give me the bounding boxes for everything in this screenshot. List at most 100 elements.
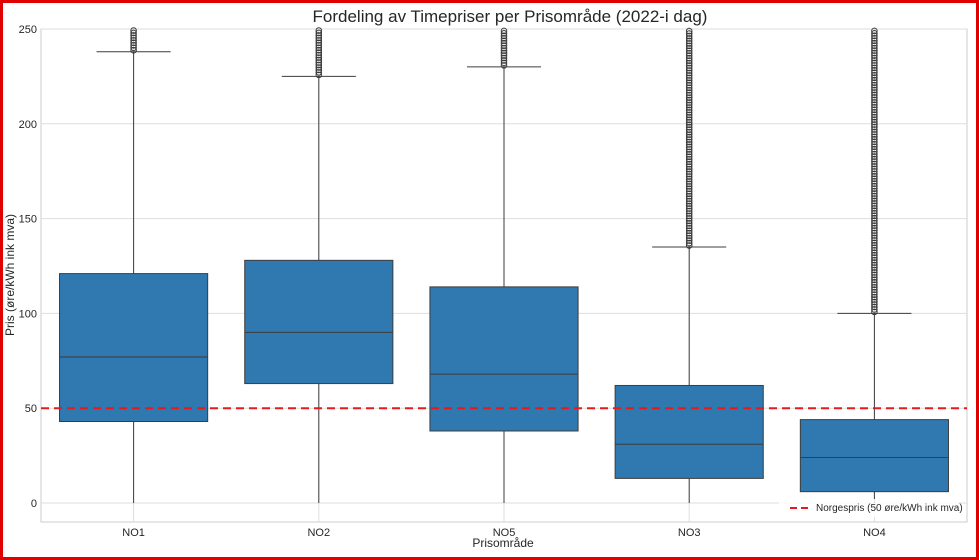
outlier-point <box>130 29 137 37</box>
outlier-point <box>871 158 878 165</box>
outlier-point <box>685 207 693 215</box>
outlier-point <box>871 259 878 266</box>
outlier-point <box>315 61 323 69</box>
outlier-point <box>871 99 878 106</box>
outlier-point <box>685 185 693 193</box>
outlier-point <box>685 165 693 173</box>
outlier-point <box>871 306 878 313</box>
outlier-point <box>871 217 878 225</box>
outlier-point <box>685 101 693 109</box>
outlier-point <box>871 202 878 210</box>
outlier-point <box>685 205 693 212</box>
outlier-point <box>685 210 693 217</box>
outlier-point <box>685 54 693 62</box>
outlier-point <box>871 170 878 178</box>
outlier-point <box>871 67 878 74</box>
outlier-point <box>315 44 323 52</box>
outlier-point <box>871 71 878 79</box>
outlier-point <box>871 200 878 207</box>
outlier-point <box>685 111 693 119</box>
outlier-point <box>685 109 693 116</box>
outlier-point <box>871 131 878 138</box>
x-tick-label: NO1 <box>122 527 145 539</box>
chart-title: Fordeling av Timepriser per Prisområde (… <box>313 7 708 26</box>
outlier-point <box>685 77 693 84</box>
outlier-point <box>871 143 878 151</box>
outlier-point <box>871 212 878 220</box>
outlier-point <box>871 32 878 40</box>
outlier-point <box>871 303 878 311</box>
outlier-point <box>315 49 323 57</box>
outlier-point <box>871 286 878 294</box>
outlier-point <box>871 187 878 195</box>
outlier-point <box>685 158 693 166</box>
outlier-point <box>871 145 878 153</box>
outlier-point <box>871 234 878 242</box>
outlier-point <box>685 42 693 50</box>
outlier-point <box>871 138 878 146</box>
outlier-point <box>871 197 878 205</box>
box-no4 <box>799 27 949 504</box>
outlier-point <box>871 276 878 284</box>
outlier-point <box>685 148 693 156</box>
outlier-point <box>871 283 878 291</box>
outlier-point <box>871 89 878 96</box>
y-tick-label: 0 <box>31 498 37 510</box>
outlier-point <box>871 69 878 77</box>
outlier-point <box>685 153 693 161</box>
outlier-point <box>871 94 878 101</box>
outlier-point <box>685 91 693 99</box>
outlier-point <box>685 106 693 114</box>
outlier-point <box>315 51 323 59</box>
outlier-point <box>685 155 693 163</box>
outlier-point <box>685 195 693 203</box>
outlier-point <box>685 143 693 151</box>
outlier-point <box>871 281 878 289</box>
outlier-point <box>315 66 323 74</box>
outlier-point <box>315 42 323 49</box>
legend-label: Norgespris (50 øre/kWh ink mva) <box>816 503 963 514</box>
outlier-point <box>500 44 508 52</box>
outlier-point <box>871 140 878 148</box>
outlier-point <box>871 57 878 64</box>
outlier-point <box>685 160 693 168</box>
outlier-point <box>685 123 693 131</box>
outlier-point <box>871 254 878 261</box>
outlier-point <box>871 74 878 82</box>
outlier-point <box>685 45 693 52</box>
outlier-point <box>685 69 693 77</box>
outlier-point <box>871 232 878 239</box>
outlier-point <box>871 150 878 158</box>
outlier-point <box>871 39 878 47</box>
outlier-point <box>685 188 693 195</box>
outlier-point <box>871 251 878 259</box>
outlier-point <box>871 214 878 222</box>
outlier-point <box>685 227 693 235</box>
outlier-point <box>871 229 878 237</box>
outlier-point <box>871 27 878 35</box>
y-tick-label: 150 <box>19 214 37 226</box>
outlier-point <box>685 220 693 227</box>
outlier-point <box>871 266 878 274</box>
outlier-point <box>871 113 878 121</box>
iqr-box <box>59 273 209 423</box>
outlier-point <box>871 59 878 67</box>
outlier-point <box>130 37 137 44</box>
outlier-point <box>685 175 693 183</box>
outlier-point <box>685 217 693 225</box>
outlier-point <box>685 82 693 89</box>
outlier-point <box>685 72 693 79</box>
outlier-point <box>871 222 878 229</box>
y-tick-label: 100 <box>19 308 37 320</box>
x-axis-label: Prisområde <box>472 536 534 550</box>
outlier-point <box>871 96 878 104</box>
outlier-point <box>871 44 878 52</box>
outlier-point <box>685 173 693 180</box>
outlier-point <box>871 126 878 133</box>
outlier-point <box>685 118 693 126</box>
outlier-point <box>871 256 878 264</box>
outlier-point <box>685 35 693 42</box>
outlier-point <box>685 138 693 146</box>
outlier-point <box>871 227 878 234</box>
outlier-point <box>871 168 878 175</box>
